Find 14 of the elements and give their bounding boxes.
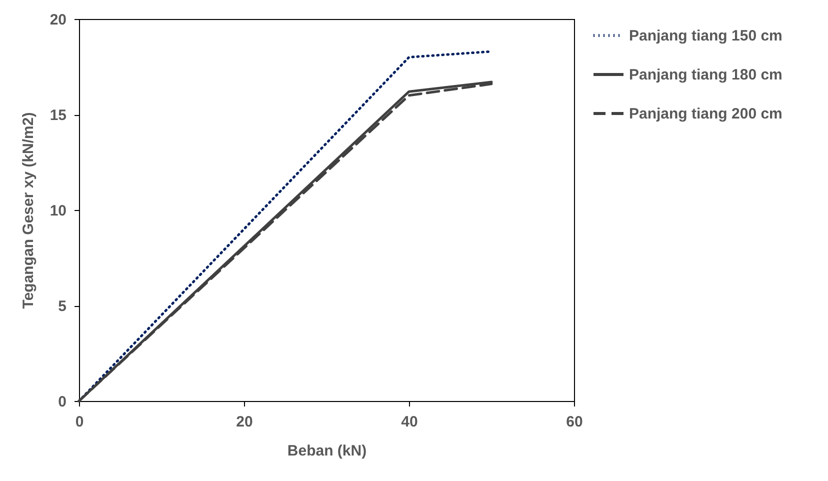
y-tick-label: 10 xyxy=(50,202,66,220)
legend-label: Panjang tiang 150 cm xyxy=(629,28,782,44)
y-axis-title: Tegangan Geser xy (kN/m2) xyxy=(20,112,37,309)
x-tick-label: 20 xyxy=(236,414,253,430)
y-tick-label: 20 xyxy=(50,12,66,28)
legend-label: Panjang tiang 200 cm xyxy=(629,106,782,122)
y-tick-label: 5 xyxy=(58,298,66,315)
legend-label: Panjang tiang 180 cm xyxy=(629,66,782,84)
x-tick-label: 0 xyxy=(75,414,84,430)
x-axis-title: Beban (kN) xyxy=(287,442,367,460)
y-tick-label: 15 xyxy=(50,107,66,124)
y-tick-label: 0 xyxy=(58,394,66,410)
x-tick-label: 40 xyxy=(401,414,418,430)
x-tick-label: 60 xyxy=(566,414,583,430)
